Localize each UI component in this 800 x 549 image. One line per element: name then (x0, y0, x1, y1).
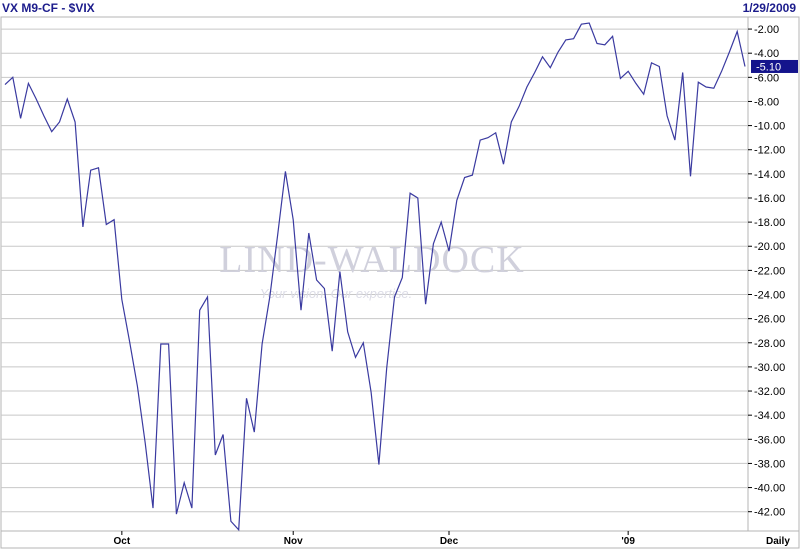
y-tick-label: -30.00 (754, 362, 785, 374)
y-tick-label: -4.00 (754, 48, 779, 60)
y-tick-label: -18.00 (754, 217, 785, 229)
watermark-brand: LIND-WALDOCK (219, 239, 524, 281)
y-tick-label: -8.00 (754, 96, 779, 108)
watermark-tagline: Your vision. Our expertise. (260, 286, 412, 301)
last-value-marker (751, 59, 798, 73)
y-tick-label: -32.00 (754, 386, 785, 398)
periodicity-label: Daily (766, 536, 790, 547)
grid-lines (1, 28, 748, 513)
y-tick-label: -38.00 (754, 458, 785, 470)
y-tick-label: -10.00 (754, 121, 785, 133)
chart-date: 1/29/2009 (743, 1, 797, 15)
series-line (4, 22, 746, 532)
title-bar (0, 0, 800, 16)
y-tick-label: -16.00 (754, 193, 785, 205)
y-axis-ticks: -2.00 -4.00 -6.00 -8.00 -10.00 -12.00 -14.00 -1… (748, 24, 785, 519)
y-tick-label: -12.00 (754, 145, 785, 157)
y-axis-panel (747, 16, 800, 532)
y-tick-label: -22.00 (754, 265, 785, 277)
chart-title: VX M9-CF - $VIX (2, 1, 95, 15)
x-axis-ticks: Oct Nov Dec '09 (114, 531, 635, 547)
y-tick-label: -20.00 (754, 241, 785, 253)
y-tick-label: -26.00 (754, 314, 785, 326)
y-tick-label: -6.00 (754, 72, 779, 84)
y-tick-label: -28.00 (754, 338, 785, 350)
x-tick-label: Dec (440, 536, 459, 547)
y-tick-label: -2.00 (754, 24, 779, 36)
y-tick-label: -42.00 (754, 507, 785, 519)
y-tick-label: -34.00 (754, 410, 785, 422)
x-tick-label: Nov (284, 536, 303, 547)
x-tick-label: '09 (621, 536, 635, 547)
last-value-label: -5.10 (756, 61, 781, 73)
plot-area (0, 16, 749, 532)
y-tick-label: -36.00 (754, 434, 785, 446)
x-tick-label: Oct (114, 536, 131, 547)
y-tick-label: -14.00 (754, 169, 785, 181)
y-tick-label: -40.00 (754, 483, 785, 495)
y-tick-label: -24.00 (754, 290, 785, 302)
x-axis-panel (0, 530, 800, 549)
